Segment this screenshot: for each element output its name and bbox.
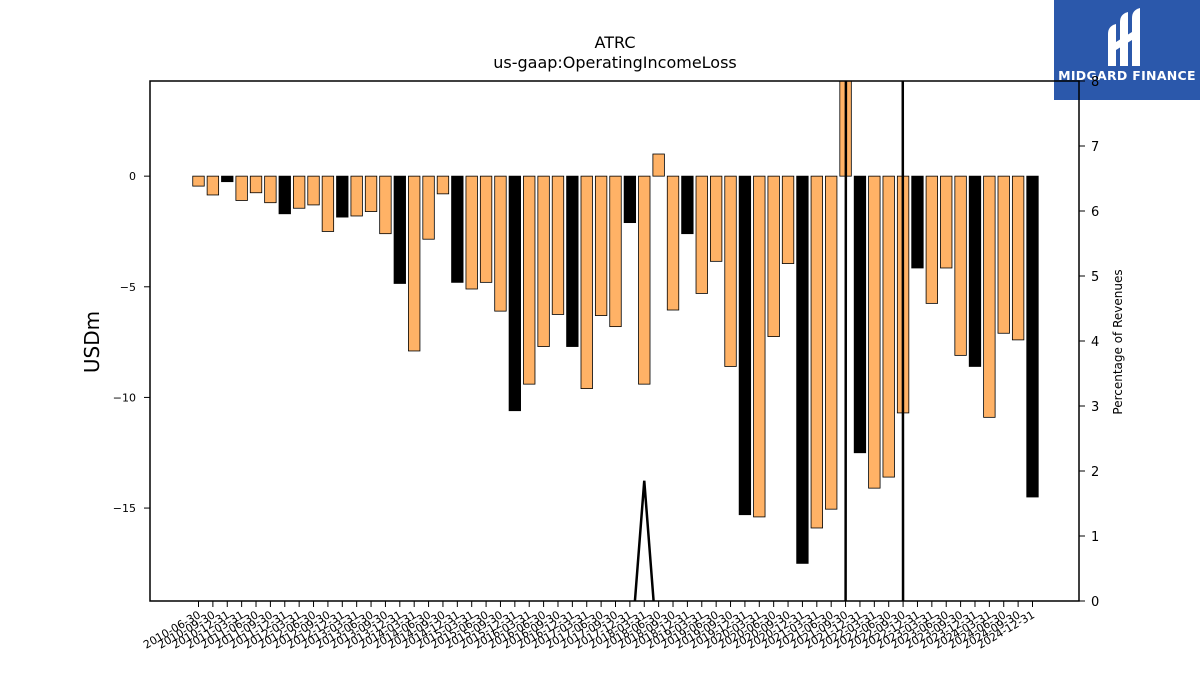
bar-2020-09-30 — [781, 175, 795, 264]
bar-2014-09-30 — [436, 175, 450, 195]
bar-2018-06-30 — [652, 153, 665, 177]
bar-2023-09-30 — [954, 175, 967, 356]
plot-frame — [149, 80, 1080, 602]
bar-2024-03-31 — [983, 175, 996, 418]
chart-title: ATRC — [595, 33, 636, 52]
bar-2015-09-30 — [494, 175, 507, 312]
bar-2023-03-31 — [925, 175, 938, 304]
y2-tick-label: 1 — [1091, 530, 1099, 545]
y-tick-label: −5 — [120, 281, 136, 294]
bar-2017-06-30 — [594, 175, 608, 316]
bar-2016-06-30 — [537, 175, 550, 347]
bar-2015-12-31 — [508, 175, 521, 412]
bar-2011-03-31 — [235, 175, 248, 201]
bar-2010-09-30 — [206, 175, 220, 196]
bar-2014-06-30 — [422, 175, 435, 240]
midgard-m-logo-icon — [1108, 8, 1140, 66]
bar-2019-09-30 — [724, 175, 737, 367]
bar-2018-09-30 — [666, 175, 680, 311]
bar-2020-03-31 — [753, 175, 766, 518]
x-axis: 2010-06-302010-09-302010-12-312011-03-31… — [141, 601, 1037, 652]
bar-2020-06-30 — [767, 175, 780, 337]
bar-2020-12-31 — [796, 175, 809, 564]
bar-2012-03-31 — [292, 175, 306, 209]
logo-text: MIDGARD FINANCE — [1058, 68, 1196, 83]
y2-tick-label: 6 — [1091, 205, 1099, 220]
bar-2024-09-30 — [1011, 175, 1025, 341]
y-tick-label: −10 — [113, 391, 136, 404]
y-tick-label: −15 — [113, 502, 136, 515]
bar-2021-03-31 — [810, 175, 823, 529]
bar-2016-09-30 — [551, 175, 565, 315]
y2-tick-label: 0 — [1091, 595, 1099, 610]
bar-2012-12-31 — [336, 175, 349, 218]
bar-2016-03-31 — [523, 175, 536, 385]
bar-2024-12-31 — [1026, 175, 1039, 498]
bar-2017-12-31 — [623, 175, 637, 224]
bar-2017-03-31 — [580, 175, 593, 389]
bar-2022-06-30 — [882, 175, 895, 478]
bar-2016-12-31 — [566, 175, 579, 347]
y-axis: 0 −5 −10 −15 — [113, 170, 150, 515]
bar-2013-12-31 — [393, 175, 406, 284]
bar-2017-09-30 — [609, 175, 622, 328]
bar-2024-06-30 — [997, 175, 1010, 334]
y2-tick-label: 3 — [1091, 400, 1099, 415]
bar-2023-06-30 — [940, 175, 953, 269]
bar-2012-09-30 — [321, 175, 335, 232]
bar-2011-09-30 — [264, 175, 277, 204]
bar-2015-06-30 — [479, 175, 493, 283]
bar-2019-03-31 — [695, 175, 708, 294]
y2-axis-label: Percentage of Revenues — [1111, 269, 1125, 414]
bars-group — [192, 81, 1039, 564]
y2-tick-label: 5 — [1091, 270, 1099, 285]
bar-2011-12-31 — [278, 175, 291, 215]
y2-tick-label: 4 — [1091, 335, 1099, 350]
bar-2013-09-30 — [379, 175, 392, 235]
y2-tick-label: 2 — [1091, 465, 1099, 480]
bar-2021-12-31 — [853, 175, 867, 454]
y-axis-label: USDm — [80, 311, 104, 373]
bar-2019-12-31 — [738, 175, 752, 516]
bar-2021-06-30 — [825, 175, 838, 510]
bar-2018-03-31 — [638, 175, 651, 385]
bar-2022-12-31 — [911, 175, 924, 269]
y2-axis: 0 1 2 3 4 5 6 7 8 — [1079, 75, 1099, 610]
bar-2023-12-31 — [968, 175, 982, 367]
y2-tick-label: 8 — [1091, 75, 1099, 90]
bar-2013-06-30 — [364, 175, 378, 212]
y2-tick-label: 7 — [1091, 140, 1099, 155]
bar-2013-03-31 — [350, 175, 363, 217]
bar-2014-03-31 — [408, 175, 421, 352]
bar-2014-12-31 — [451, 175, 464, 283]
bar-2010-12-31 — [221, 175, 234, 183]
bar-2010-06-30 — [192, 175, 205, 187]
bar-2018-12-31 — [681, 175, 694, 235]
bar-2011-06-30 — [249, 175, 263, 194]
bar-2022-03-31 — [868, 175, 881, 489]
bar-2012-06-30 — [307, 175, 320, 206]
y-tick-label: 0 — [129, 170, 136, 183]
bar-2015-03-31 — [465, 175, 478, 290]
chart-subtitle: us-gaap:OperatingIncomeLoss — [493, 53, 737, 72]
bar-2019-06-30 — [710, 175, 723, 262]
